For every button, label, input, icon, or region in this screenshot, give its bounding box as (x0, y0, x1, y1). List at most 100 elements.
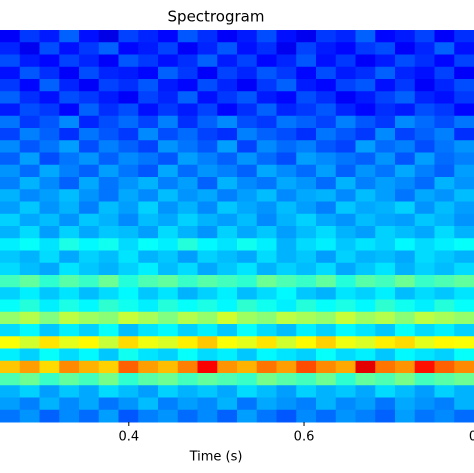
heatmap-cell (19, 201, 40, 215)
heatmap-cell (177, 275, 198, 288)
heatmap-cell (98, 360, 119, 374)
heatmap-cell (237, 360, 258, 374)
heatmap-cell (335, 409, 356, 423)
heatmap-cell (375, 299, 396, 313)
heatmap-cell (158, 250, 179, 264)
heatmap-cell (256, 348, 277, 362)
heatmap-cell (118, 238, 139, 251)
heatmap-cell (414, 324, 435, 337)
heatmap-cell (138, 373, 159, 386)
heatmap-cell (158, 213, 179, 227)
heatmap-cell (177, 79, 198, 92)
heatmap-cell (59, 262, 80, 276)
heatmap-cell (276, 348, 297, 362)
heatmap-cell (98, 311, 119, 325)
heatmap-cell (256, 360, 277, 374)
heatmap-cell (118, 201, 139, 215)
heatmap-cell (217, 348, 238, 362)
heatmap-cell (276, 409, 297, 423)
heatmap-cell (335, 128, 356, 141)
heatmap-cell (177, 42, 198, 55)
heatmap-cell (158, 201, 179, 215)
heatmap-cell (217, 275, 238, 288)
heatmap-cell (217, 201, 238, 215)
heatmap-cell (0, 164, 21, 178)
heatmap-cell (276, 140, 297, 153)
heatmap-cell (177, 360, 198, 374)
heatmap-cell (118, 409, 139, 423)
heatmap-cell (197, 201, 218, 215)
heatmap-cell (197, 262, 218, 276)
heatmap-cell (138, 66, 159, 80)
heatmap-cell (118, 213, 139, 227)
heatmap-cell (454, 360, 474, 374)
heatmap-cell (118, 164, 139, 178)
heatmap-cell (98, 30, 119, 43)
heatmap-cell (355, 128, 376, 141)
heatmap-cell (19, 115, 40, 129)
heatmap-cell (98, 152, 119, 166)
heatmap-cell (177, 409, 198, 423)
heatmap-cell (375, 140, 396, 153)
heatmap-cell (59, 213, 80, 227)
heatmap-cell (59, 79, 80, 92)
heatmap-cell (158, 164, 179, 178)
heatmap-cell (355, 152, 376, 166)
heatmap-cell (197, 373, 218, 386)
heatmap-cell (375, 250, 396, 264)
heatmap-cell (19, 54, 40, 68)
heatmap-cell (197, 140, 218, 153)
heatmap-cell (177, 189, 198, 202)
heatmap-cell (158, 311, 179, 325)
heatmap-cell (138, 275, 159, 288)
heatmap-cell (79, 324, 100, 337)
heatmap-cell (19, 189, 40, 202)
heatmap-cell (414, 177, 435, 190)
heatmap-cell (98, 373, 119, 386)
heatmap-cell (296, 189, 317, 202)
heatmap-cell (414, 373, 435, 386)
heatmap-cell (296, 115, 317, 129)
heatmap-cell (98, 409, 119, 423)
heatmap-cell (335, 164, 356, 178)
heatmap-cell (316, 164, 337, 178)
heatmap-cell (0, 275, 21, 288)
heatmap-cell (454, 250, 474, 264)
heatmap-cell (414, 54, 435, 68)
heatmap-cell (158, 287, 179, 300)
heatmap-cell (335, 54, 356, 68)
heatmap-cell (59, 66, 80, 80)
heatmap-cell (395, 262, 416, 276)
heatmap-cell (434, 311, 455, 325)
heatmap-cell (0, 250, 21, 264)
heatmap-cell (237, 79, 258, 92)
heatmap-cell (434, 189, 455, 202)
heatmap-cell (138, 409, 159, 423)
heatmap-cell (375, 30, 396, 43)
heatmap-cell (355, 91, 376, 104)
heatmap-cell (39, 128, 60, 141)
heatmap-cell (177, 140, 198, 153)
heatmap-cell (434, 115, 455, 129)
chart-title: Spectrogram (168, 8, 265, 26)
heatmap-cell (316, 348, 337, 362)
heatmap-cell (217, 54, 238, 68)
heatmap-cell (256, 324, 277, 337)
heatmap-cell (118, 360, 139, 374)
heatmap-cell (454, 373, 474, 386)
heatmap-cell (158, 348, 179, 362)
heatmap-cell (39, 152, 60, 166)
heatmap-cell (138, 79, 159, 92)
heatmap-cell (39, 397, 60, 411)
heatmap-cell (98, 238, 119, 251)
heatmap-cell (296, 324, 317, 337)
x-axis-label: Time (s) (189, 450, 243, 465)
heatmap-cell (355, 164, 376, 178)
heatmap-cell (414, 42, 435, 55)
heatmap-cell (355, 348, 376, 362)
heatmap-cell (237, 189, 258, 202)
heatmap-cell (316, 66, 337, 80)
heatmap-cell (79, 360, 100, 374)
heatmap-cell (316, 213, 337, 227)
heatmap-cell (177, 324, 198, 337)
